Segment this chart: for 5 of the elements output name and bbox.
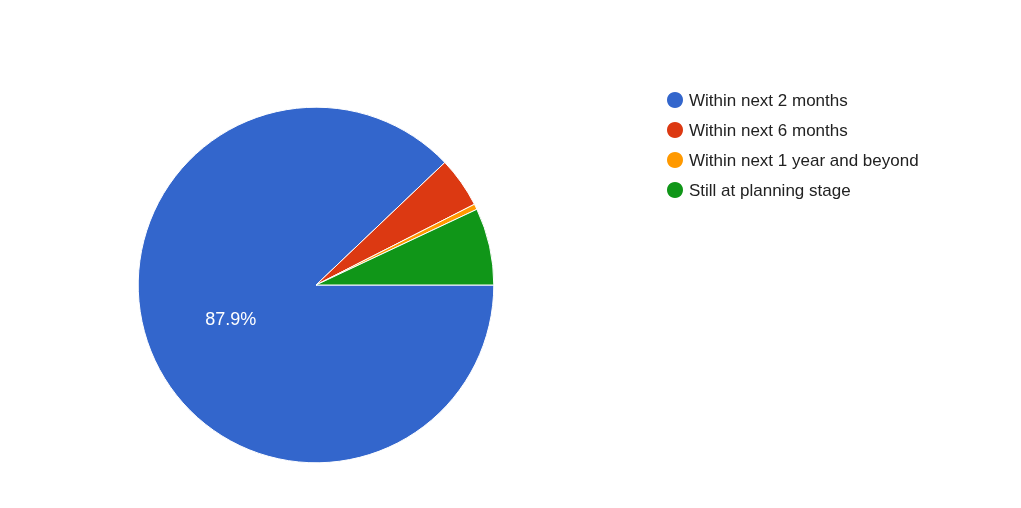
legend-label: Within next 6 months <box>689 120 848 140</box>
legend-label: Within next 2 months <box>689 90 848 110</box>
legend-label: Within next 1 year and beyond <box>689 150 919 170</box>
data-label: 87.9% <box>205 309 257 330</box>
legend-label: Still at planning stage <box>689 180 851 200</box>
